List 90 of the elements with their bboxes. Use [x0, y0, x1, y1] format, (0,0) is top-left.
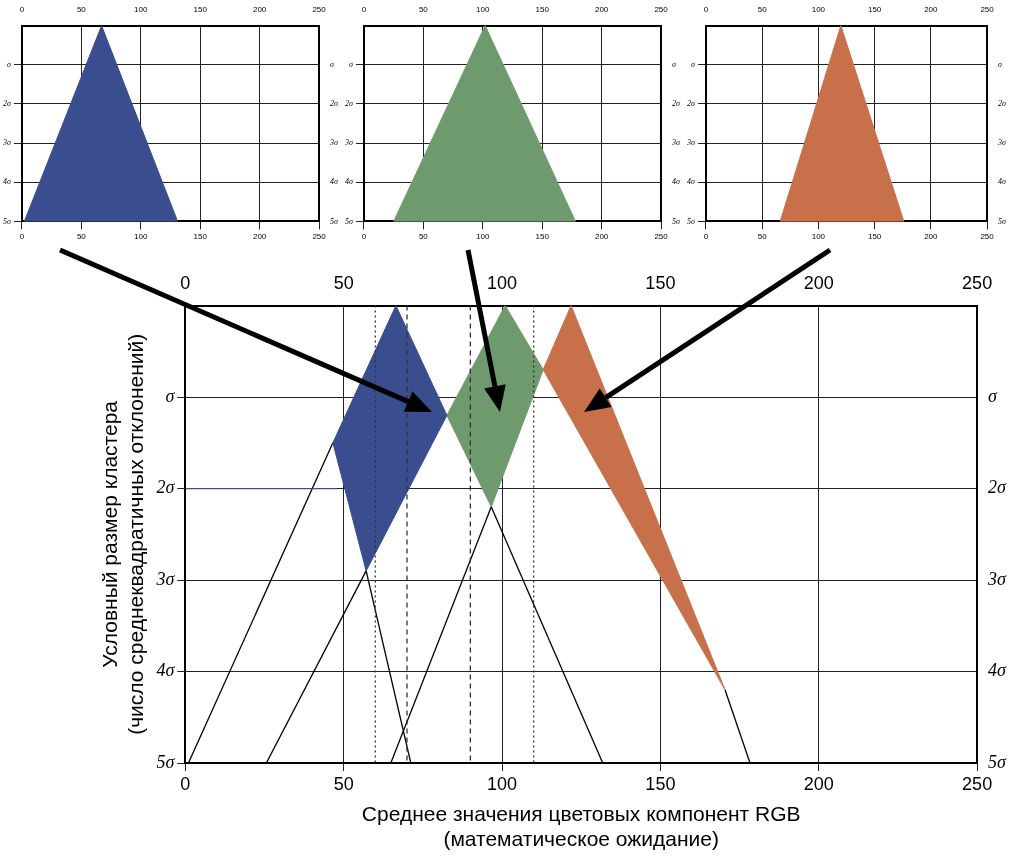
x-tick-label: 200	[803, 773, 834, 794]
x-tick-label: 150	[867, 232, 882, 242]
y2-tick-label: 3σ	[671, 138, 682, 148]
y-tick-label: 2σ	[2, 99, 12, 109]
y-tick-label: 2σ	[156, 477, 176, 498]
x2-tick-label: 0	[703, 5, 709, 14]
y-tick-label: 4σ	[344, 177, 354, 187]
x2-tick-label: 100	[476, 5, 491, 14]
x-tick-label: 150	[193, 232, 208, 242]
y2-tick-label: 3σ	[987, 568, 1008, 589]
x2-tick-label: 0	[19, 5, 25, 14]
y-tick-label: 3σ	[1, 138, 12, 148]
y2-tick-label: 4σ	[672, 177, 682, 187]
x2-tick-label: 250	[654, 5, 669, 14]
x-tick-label: 100	[811, 232, 826, 242]
x-tick-label: 100	[486, 773, 518, 794]
y2-tick-label: 4σ	[998, 177, 1008, 187]
x-tick-label: 150	[535, 232, 550, 242]
x-tick-label: 200	[924, 232, 939, 242]
y-tick-label: 2σ	[344, 99, 354, 109]
x-tick-label: 250	[654, 232, 669, 242]
x-tick-label: 50	[757, 232, 768, 242]
y-tick-label: 2σ	[686, 99, 696, 109]
x2-tick-label: 50	[333, 272, 354, 293]
x2-tick-label: 200	[803, 272, 834, 293]
x-tick-label: 100	[134, 232, 149, 242]
y-axis-title: Условный размер кластера (число среднеквадратичных отклонений)	[98, 333, 147, 735]
x2-tick-label: 50	[76, 5, 87, 14]
x-tick-label: 50	[76, 232, 87, 242]
x2-tick-label: 200	[252, 5, 267, 14]
x2-tick-label: 50	[757, 5, 768, 14]
x2-tick-label: 150	[193, 5, 208, 14]
y-tick-label: σ	[6, 59, 12, 69]
y-tick-label: σ	[690, 59, 696, 69]
y2-tick-label: 5σ	[330, 216, 340, 226]
x2-tick-label: 100	[486, 272, 518, 293]
y2-tick-label: σ	[672, 59, 678, 69]
x-tick-label: 0	[361, 232, 367, 242]
x-tick-label: 0	[19, 232, 25, 242]
y-tick-label: 5σ	[344, 216, 354, 226]
x-tick-label: 50	[333, 773, 354, 794]
x-tick-label: 0	[703, 232, 709, 242]
x-tick-label: 150	[645, 773, 676, 794]
y2-tick-label: 3σ	[329, 138, 340, 148]
x-tick-label: 250	[312, 232, 327, 242]
y-tick-label: 3σ	[685, 138, 696, 148]
x2-tick-label: 250	[962, 272, 993, 293]
y2-tick-label: 2σ	[330, 99, 340, 109]
x2-tick-label: 100	[134, 5, 149, 14]
x-tick-label: 250	[962, 773, 993, 794]
y2-tick-label: 5σ	[988, 751, 1008, 772]
y-tick-label: 4σ	[686, 177, 696, 187]
y-tick-label: 4σ	[2, 177, 12, 187]
x2-tick-label: 150	[645, 272, 676, 293]
x-tick-label: 200	[252, 232, 267, 242]
x2-tick-label: 250	[980, 5, 995, 14]
y2-tick-label: σ	[988, 385, 999, 406]
x2-tick-label: 0	[180, 272, 191, 293]
y-tick-label: 3σ	[343, 138, 354, 148]
x-tick-label: 0	[180, 773, 191, 794]
y-tick-label: 5σ	[2, 216, 12, 226]
y2-tick-label: σ	[998, 59, 1004, 69]
y2-tick-label: 2σ	[988, 477, 1008, 498]
x-tick-label: 250	[980, 232, 995, 242]
x2-tick-label: 150	[535, 5, 550, 14]
x2-tick-label: 250	[312, 5, 327, 14]
y-tick-label: 3σ	[155, 568, 176, 589]
y2-tick-label: 3σ	[997, 138, 1008, 148]
y-tick-label: 5σ	[156, 751, 176, 772]
x2-tick-label: 0	[361, 5, 367, 14]
y2-tick-label: 2σ	[998, 99, 1008, 109]
x2-tick-label: 50	[418, 5, 429, 14]
y-tick-label: 4σ	[156, 660, 176, 681]
x-axis-title: Среднее значения цветовых компонент RGB (математическое ожидание)	[361, 802, 801, 851]
x-tick-label: 50	[418, 232, 429, 242]
y-tick-label: σ	[348, 59, 354, 69]
x-tick-label: 200	[594, 232, 609, 242]
y2-tick-label: 4σ	[988, 660, 1008, 681]
x2-tick-label: 200	[924, 5, 939, 14]
x2-tick-label: 150	[867, 5, 882, 14]
y2-tick-label: 5σ	[672, 216, 682, 226]
x2-tick-label: 100	[811, 5, 826, 14]
y-tick-label: 5σ	[686, 216, 696, 226]
y2-tick-label: 4σ	[330, 177, 340, 187]
y2-tick-label: 5σ	[998, 216, 1008, 226]
y2-tick-label: 2σ	[672, 99, 682, 109]
y-tick-label: σ	[165, 385, 176, 406]
x-tick-label: 100	[476, 232, 491, 242]
y2-tick-label: σ	[330, 59, 336, 69]
x2-tick-label: 200	[594, 5, 609, 14]
